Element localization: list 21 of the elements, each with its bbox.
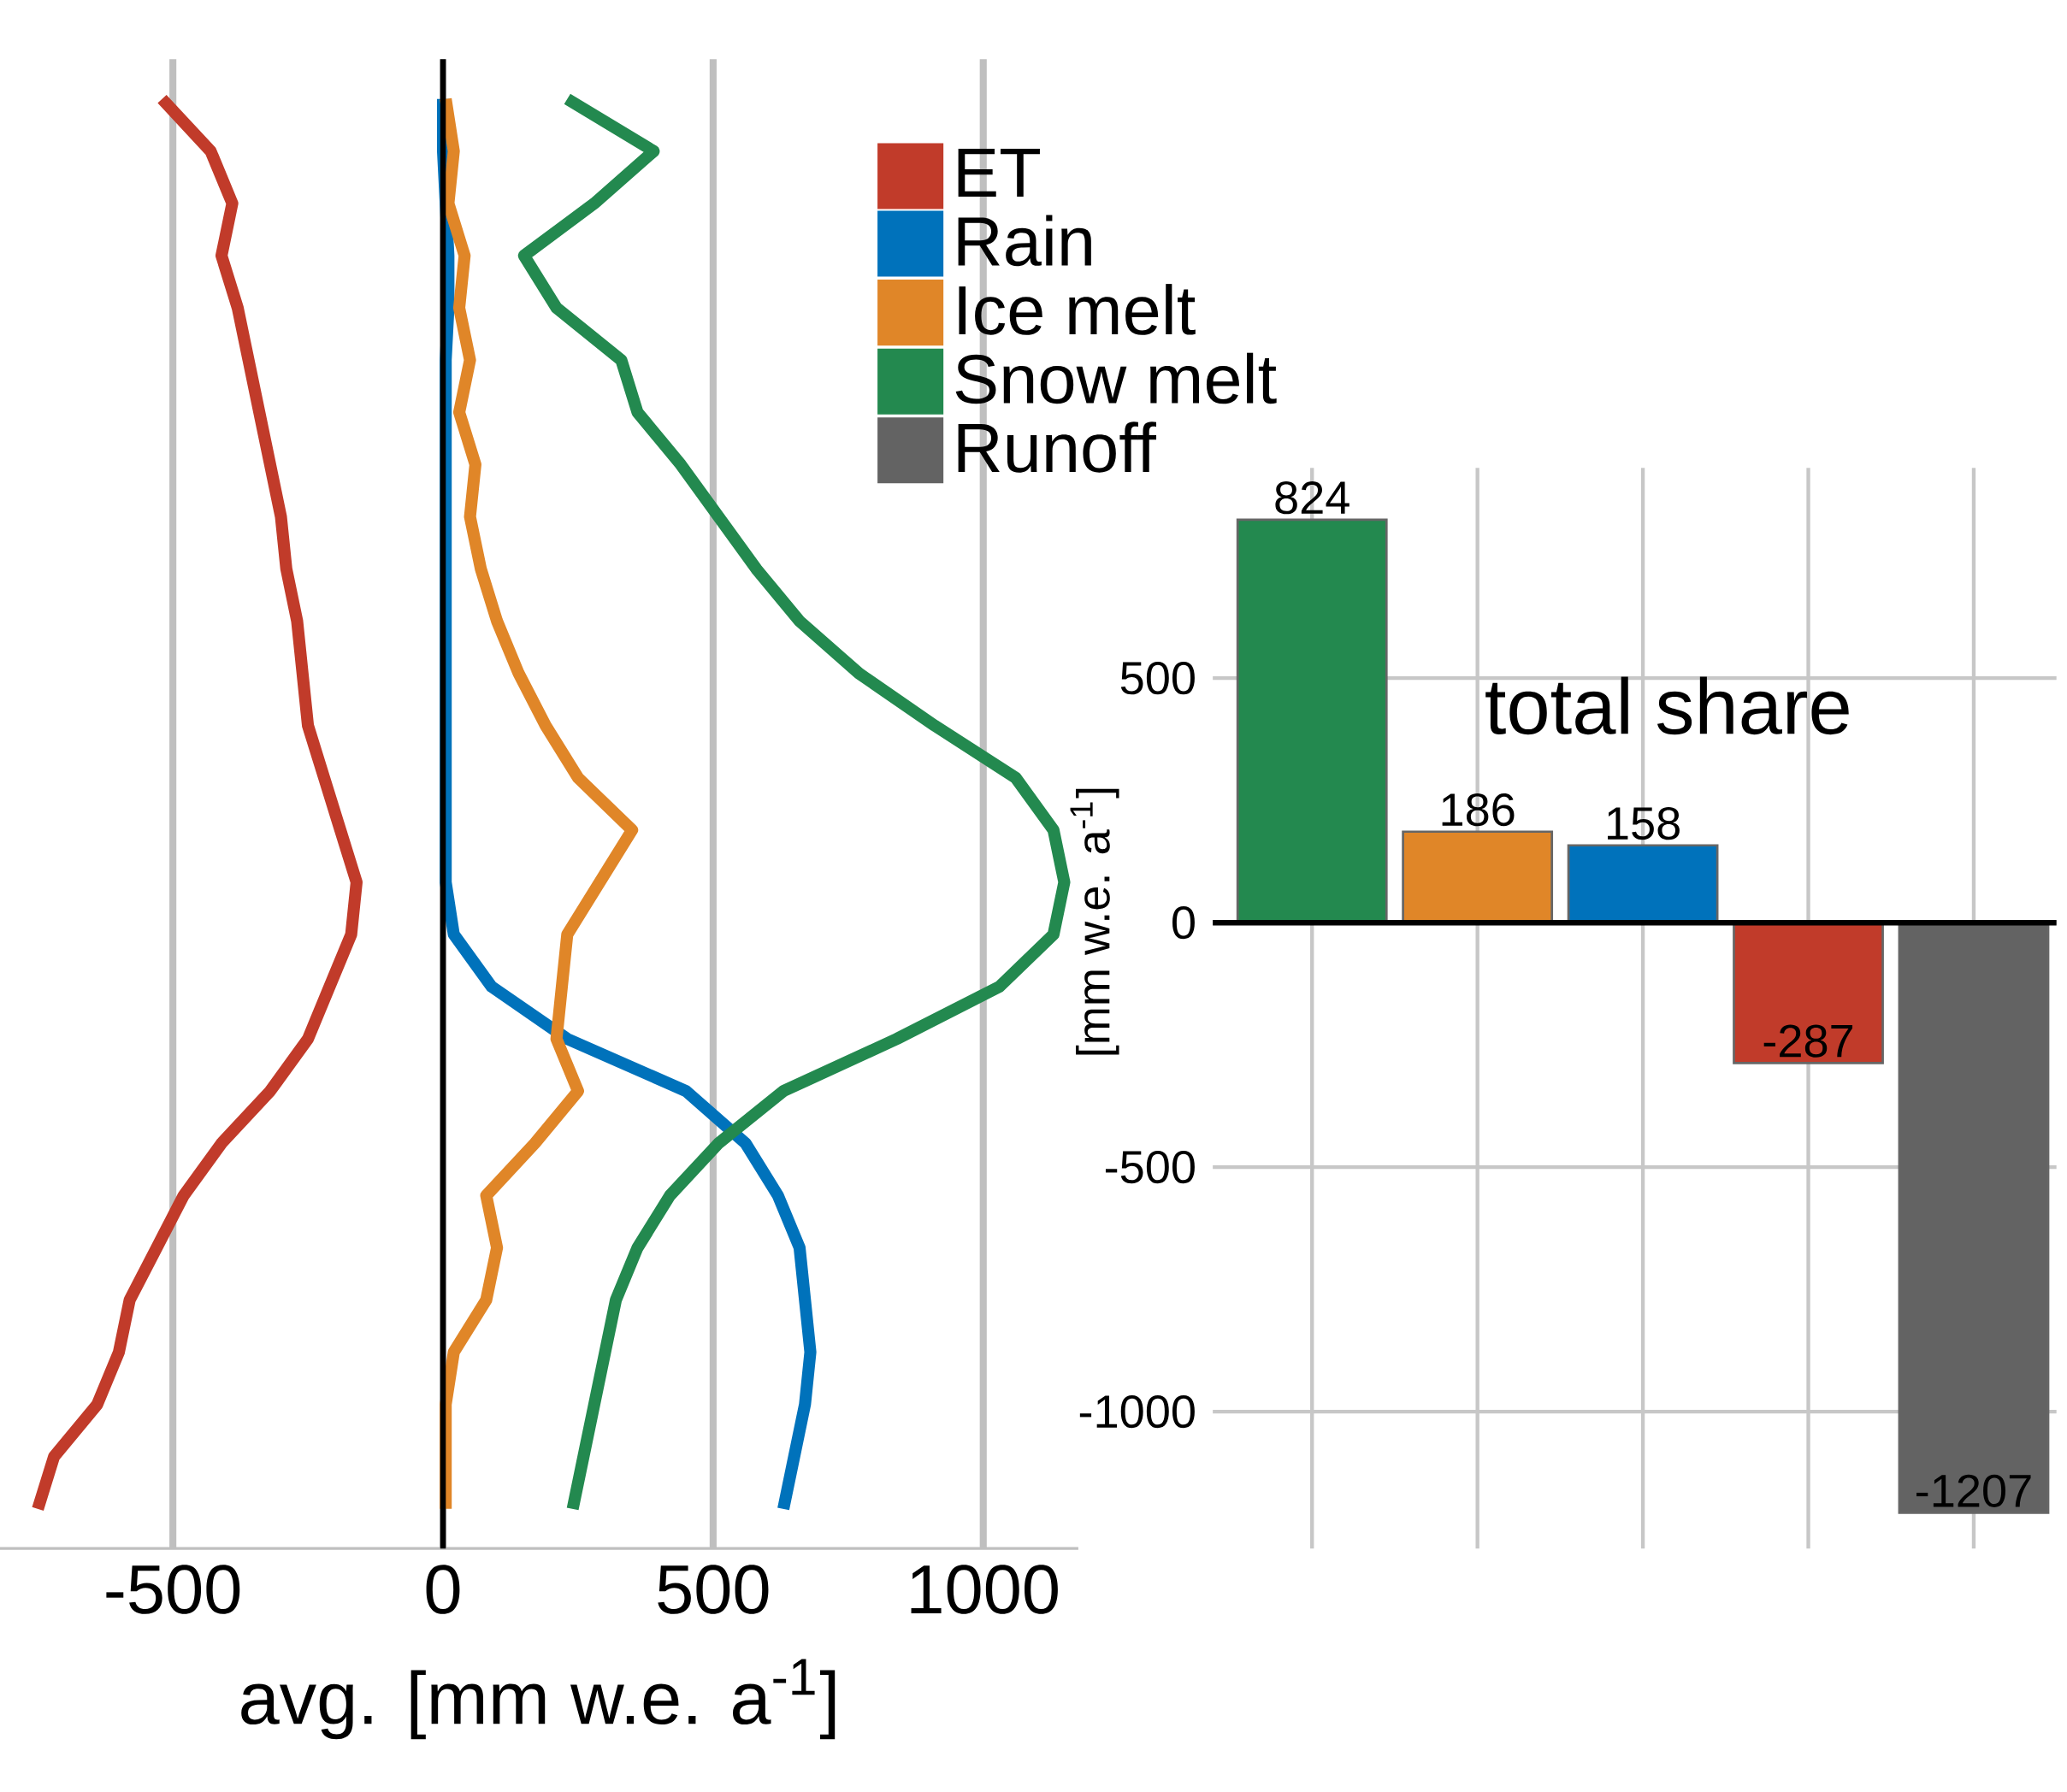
data-label: -1207 <box>1916 1474 2031 1507</box>
legend-label: ET <box>958 148 1040 197</box>
y-tick-label: -500 <box>1105 1150 1195 1184</box>
x-tick-label: 500 <box>658 1565 769 1614</box>
y-axis-title: [mm w.e. a$^{-1}$] <box>1070 788 1119 1055</box>
x-tick-label: 1000 <box>911 1565 1058 1614</box>
data-label: -287 <box>1763 1024 1853 1058</box>
y-tick-label: -1000 <box>1079 1394 1195 1429</box>
y-tick-label: 500 <box>1120 661 1195 695</box>
legend-label: Runoff <box>958 421 1157 473</box>
data-label: 158 <box>1608 806 1680 840</box>
legend-label: Ice melt <box>959 283 1196 335</box>
legend-label: Rain <box>958 215 1091 267</box>
legend-label: Snow melt <box>955 352 1277 404</box>
x-axis-title: avg. [mm w.e. a$^{-1}$] <box>241 1659 836 1740</box>
data-label: 824 <box>1275 480 1349 515</box>
data-label: 186 <box>1442 793 1515 827</box>
y-tick-label: 0 <box>1172 905 1195 940</box>
x-tick-label: -500 <box>106 1565 240 1614</box>
x-tick-label: 0 <box>426 1565 460 1614</box>
annotation: total share <box>1485 676 1849 734</box>
